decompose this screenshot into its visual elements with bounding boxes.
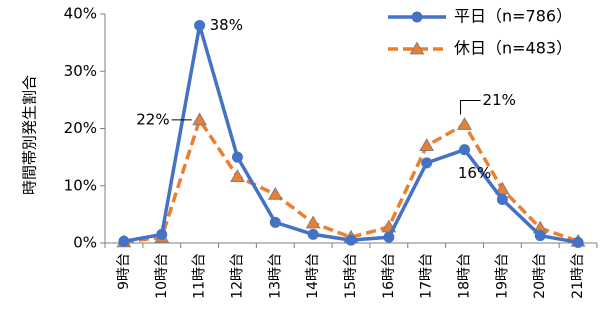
y-tick-label: 10% <box>64 176 97 194</box>
y-tick-label: 20% <box>64 119 97 137</box>
data-label: 22% <box>136 110 169 128</box>
data-point <box>421 157 433 169</box>
x-tick-label: 16時台 <box>381 253 397 299</box>
data-point <box>231 151 243 163</box>
y-tick-label: 0% <box>73 234 97 252</box>
leader-line <box>460 99 481 115</box>
x-tick-label: 13時台 <box>267 253 283 299</box>
data-point <box>459 144 471 156</box>
data-point <box>383 231 395 243</box>
x-tick-label: 14時台 <box>305 253 321 299</box>
data-point <box>118 235 130 247</box>
x-tick-labels: 9時台 10時台 11時台 12時台 13時台 14時台 15時台 16時台 17時台 18時台 1… <box>116 253 586 299</box>
series-0 <box>118 19 584 248</box>
x-tick-label: 15時台 <box>343 253 359 299</box>
data-point <box>419 138 435 152</box>
series-line <box>123 118 579 244</box>
x-tick-label: 20時台 <box>532 253 548 299</box>
data-point <box>230 169 245 182</box>
x-tick-label: 11時台 <box>192 253 208 299</box>
data-labels: 38% 22% 21% 16% <box>136 16 516 182</box>
series-layer <box>116 19 586 248</box>
x-tick-label: 19時台 <box>494 253 510 299</box>
data-point <box>457 116 472 130</box>
data-point <box>534 230 546 242</box>
data-point <box>192 112 207 126</box>
data-point <box>194 19 206 31</box>
y-tick-label: 40% <box>64 5 97 23</box>
data-point <box>267 186 283 200</box>
legend-marker <box>409 41 425 55</box>
x-tick-label: 17時台 <box>419 253 435 299</box>
x-tick-label: 12時台 <box>229 253 245 299</box>
y-tick-labels: 0% 10% 20% 30% 40% <box>64 5 97 252</box>
data-label: 16% <box>458 164 491 182</box>
data-point <box>156 228 168 240</box>
y-tick-label: 30% <box>64 62 97 80</box>
data-point <box>572 236 584 248</box>
y-axis-label: 時間帯別発生割合 <box>21 75 39 195</box>
x-tick-label: 10時台 <box>154 253 170 299</box>
legend-label: 休日（n=483） <box>454 39 572 58</box>
series-line <box>123 23 579 245</box>
legend-marker <box>411 11 423 23</box>
data-point <box>345 234 357 246</box>
legend: 平日（n=786） 休日（n=483） <box>388 7 572 58</box>
x-tick-label: 18時台 <box>457 253 473 299</box>
data-point <box>496 193 508 205</box>
x-tick-label: 9時台 <box>116 253 132 290</box>
data-point <box>305 215 321 229</box>
legend-label: 平日（n=786） <box>454 7 572 26</box>
data-label: 21% <box>483 91 516 109</box>
x-tick-label: 21時台 <box>570 253 586 299</box>
series-1 <box>116 112 586 248</box>
data-point <box>269 216 281 228</box>
data-point <box>307 228 319 240</box>
data-label: 38% <box>210 16 243 34</box>
